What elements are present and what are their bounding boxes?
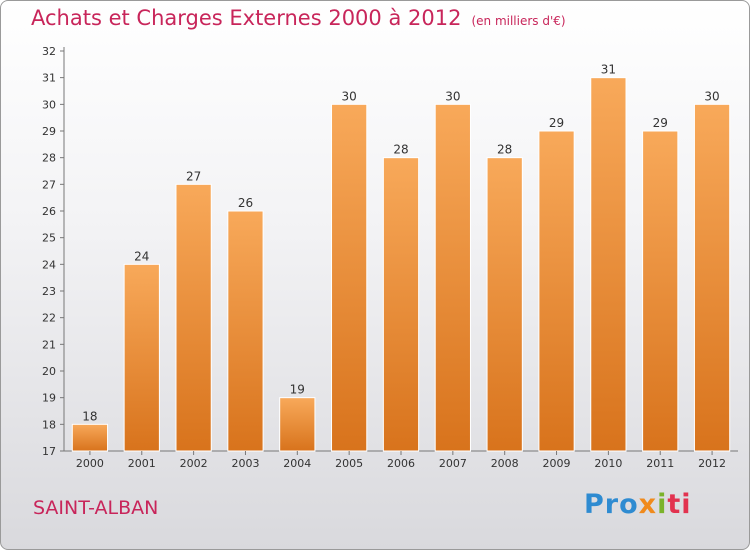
data-label: 31 — [601, 63, 616, 77]
bar-2005 — [331, 103, 368, 452]
x-tick-label: 2010 — [594, 457, 622, 470]
bar-2008 — [486, 157, 523, 452]
y-tick-label: 32 — [42, 45, 56, 58]
y-tick-label: 21 — [42, 338, 56, 351]
x-tick-label: 2008 — [491, 457, 519, 470]
data-label: 30 — [704, 89, 719, 103]
y-tick-label: 27 — [42, 178, 56, 191]
bar-2010 — [590, 77, 627, 452]
bar-2011 — [642, 130, 679, 452]
data-label: 30 — [445, 89, 460, 103]
y-tick-label: 30 — [42, 98, 56, 111]
y-tick-label: 19 — [42, 392, 56, 405]
bar-2001 — [123, 263, 160, 452]
y-tick-label: 26 — [42, 205, 56, 218]
y-tick-label: 18 — [42, 418, 56, 431]
chart-title-text: Achats et Charges Externes 2000 à 2012 — [31, 6, 462, 30]
x-tick-label: 2012 — [698, 457, 726, 470]
y-tick-label: 24 — [42, 258, 56, 271]
bar-2002 — [175, 183, 212, 452]
x-tick-label: 2006 — [387, 457, 415, 470]
bar-2009 — [538, 130, 575, 452]
data-label: 28 — [497, 143, 512, 157]
x-tick-label: 2011 — [646, 457, 674, 470]
y-tick-label: 25 — [42, 232, 56, 245]
logo-part-3: i — [657, 489, 668, 520]
data-label: 29 — [653, 116, 668, 130]
bar-2012 — [693, 103, 731, 452]
data-label: 19 — [290, 383, 305, 397]
data-label: 29 — [549, 116, 564, 130]
bar-2003 — [227, 210, 264, 452]
x-tick-label: 2004 — [283, 457, 311, 470]
y-tick-label: 23 — [42, 285, 56, 298]
data-label: 27 — [186, 169, 201, 183]
chart-unit: (en milliers d'€) — [471, 14, 566, 28]
commune-name: SAINT-ALBAN — [33, 497, 159, 519]
y-tick-label: 20 — [42, 365, 56, 378]
data-label: 28 — [393, 143, 408, 157]
y-tick-label: 31 — [42, 72, 56, 85]
bar-2004 — [279, 397, 316, 452]
data-label: 30 — [342, 89, 357, 103]
x-tick-label: 2000 — [76, 457, 104, 470]
y-tick-label: 22 — [42, 312, 56, 325]
bar-2006 — [382, 157, 420, 452]
chart-title: Achats et Charges Externes 2000 à 2012 (e… — [31, 6, 566, 30]
x-tick-label: 2001 — [128, 457, 156, 470]
logo-part-4: ti — [667, 489, 692, 520]
y-tick-label: 17 — [42, 445, 56, 458]
x-tick-label: 2003 — [231, 457, 259, 470]
bar-2000 — [71, 423, 109, 452]
logo-part-1: Pro — [584, 489, 639, 520]
x-tick-label: 2009 — [543, 457, 571, 470]
x-tick-label: 2002 — [180, 457, 208, 470]
data-label: 24 — [134, 249, 149, 263]
data-label: 26 — [238, 196, 253, 210]
bar-2007 — [434, 103, 471, 452]
x-tick-label: 2007 — [439, 457, 467, 470]
data-label: 18 — [82, 409, 97, 423]
proxiti-logo: Proxiti — [584, 489, 692, 520]
y-tick-label: 29 — [42, 125, 56, 138]
logo-part-2: x — [638, 489, 658, 520]
y-tick-label: 28 — [42, 152, 56, 165]
x-tick-label: 2005 — [335, 457, 363, 470]
